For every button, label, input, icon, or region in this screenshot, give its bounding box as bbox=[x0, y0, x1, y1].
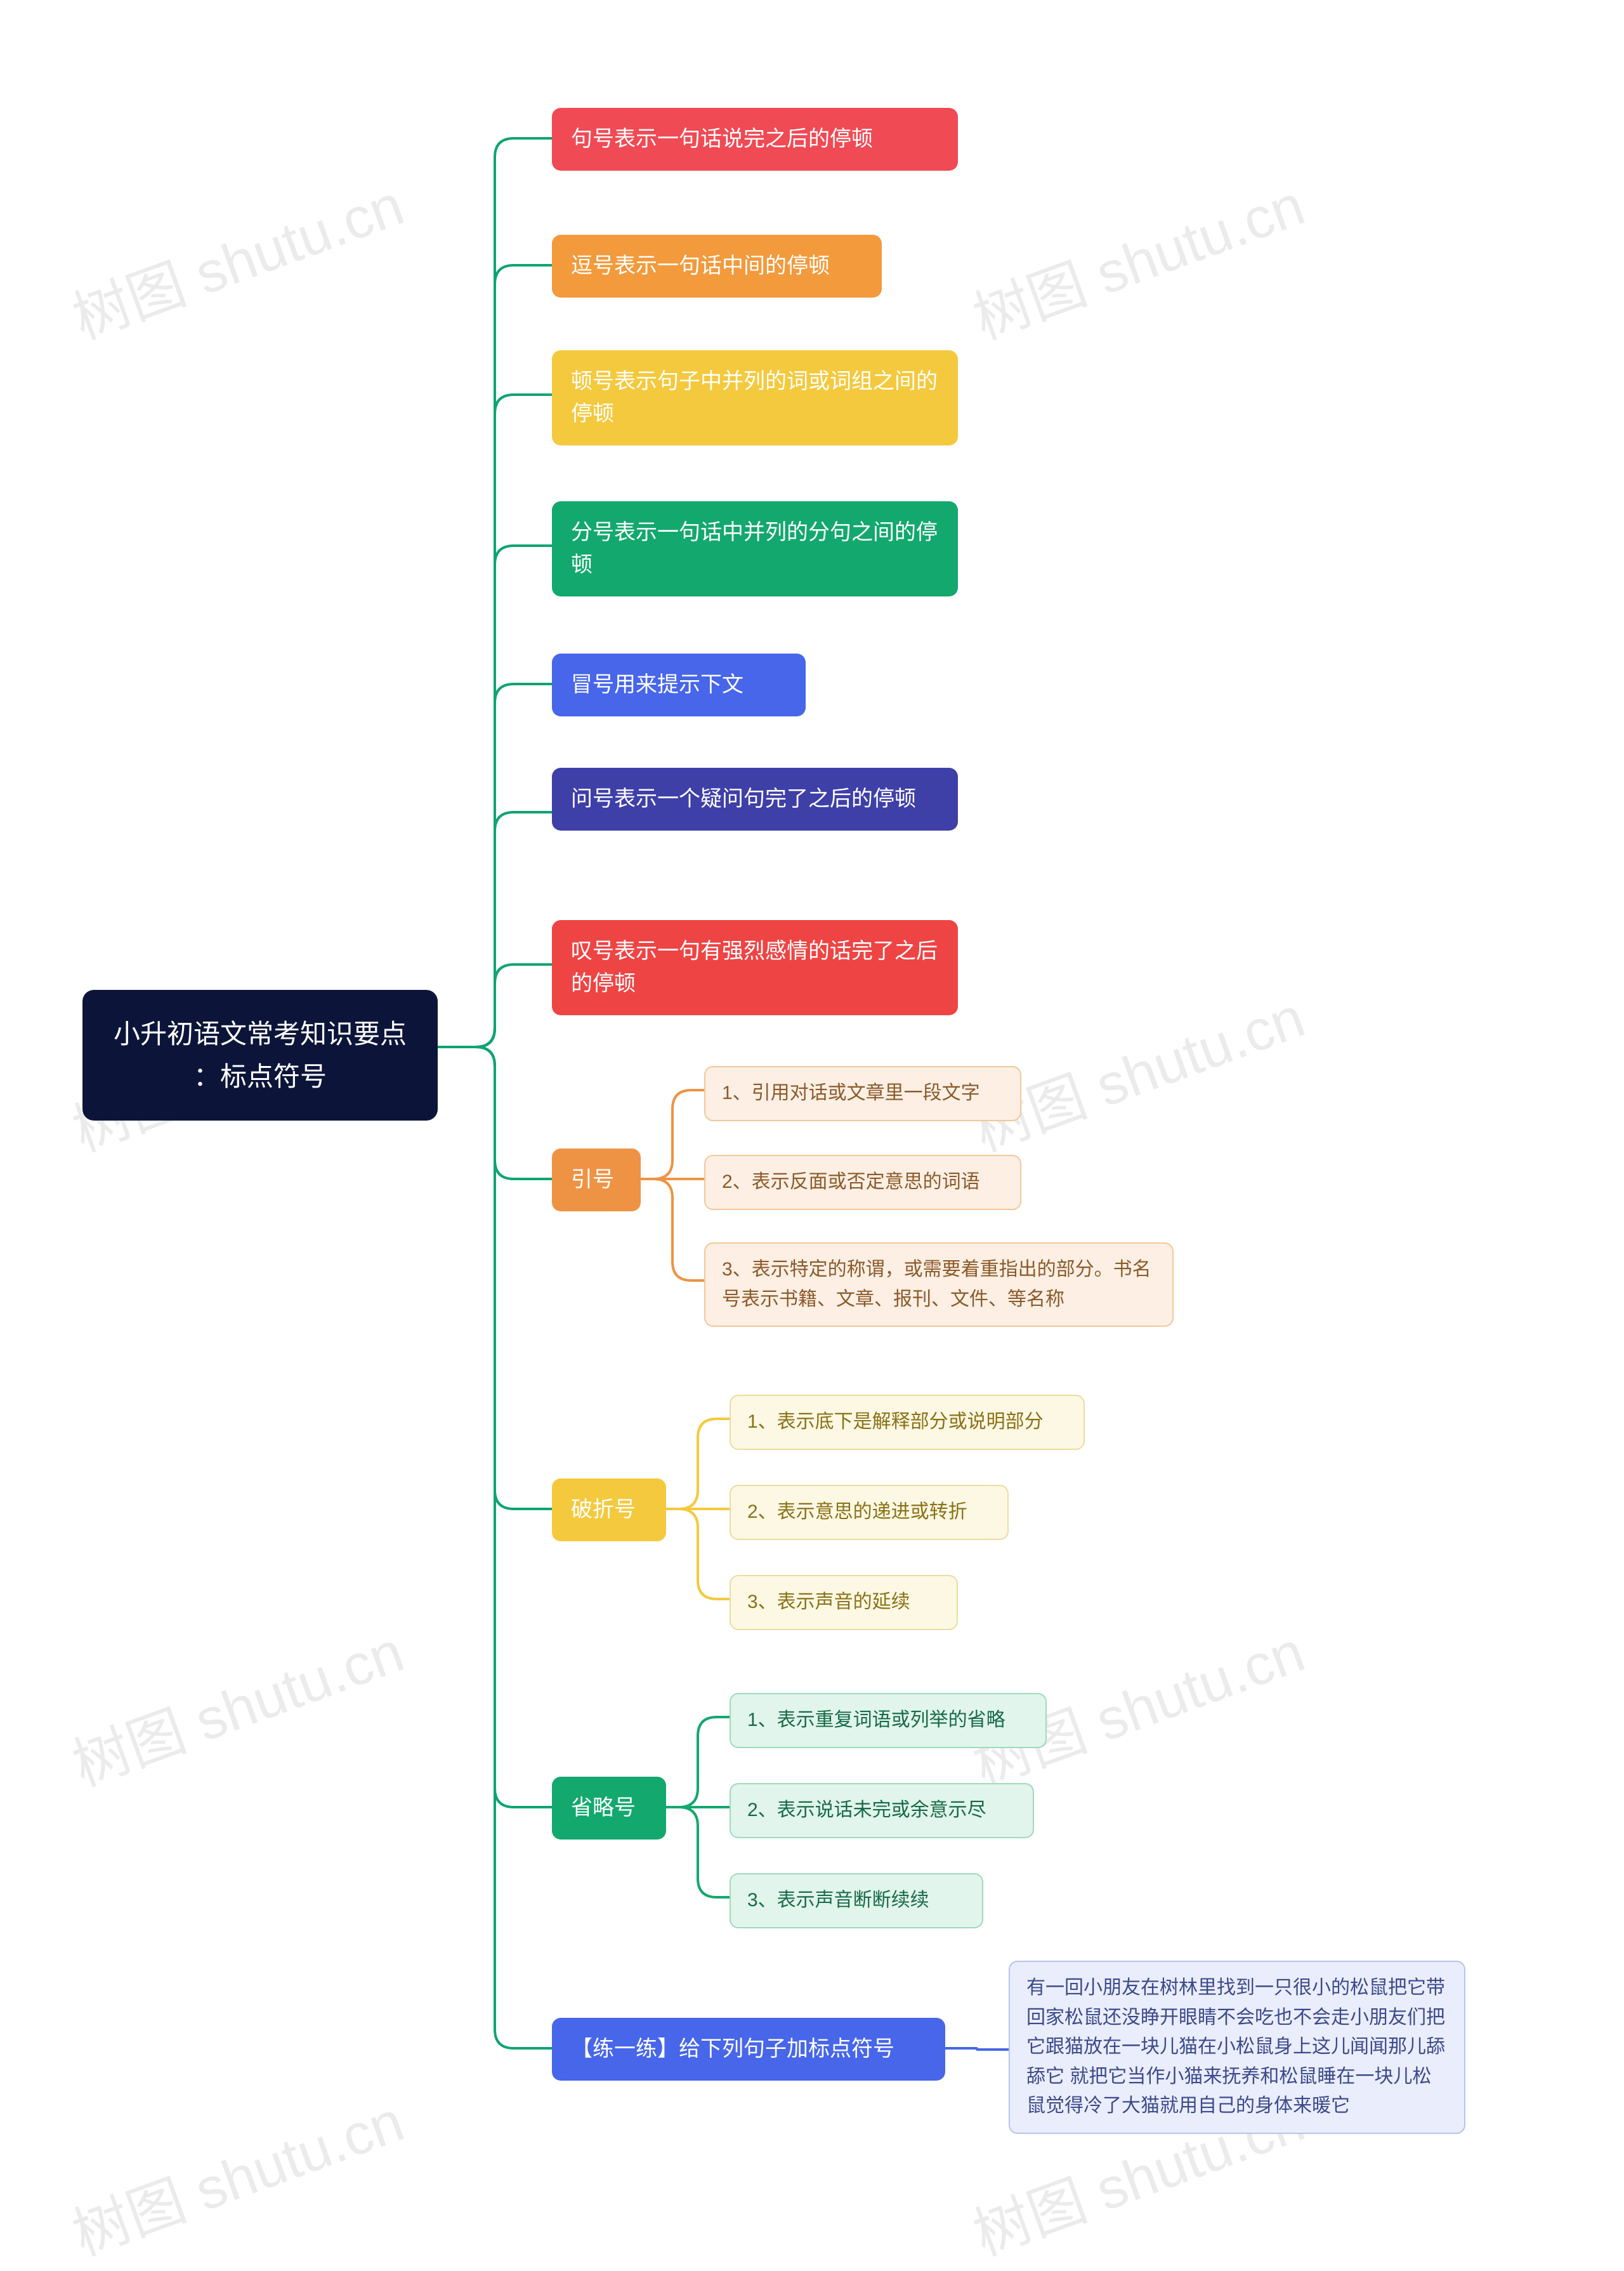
leaf-node: 1、引用对话或文章里一段文字 bbox=[704, 1066, 1021, 1121]
leaf-node: 2、表示反面或否定意思的词语 bbox=[704, 1155, 1021, 1210]
watermark: 树图 shutu.cn bbox=[60, 2076, 413, 2271]
leaf-node: 2、表示说话未完或余意示尽 bbox=[730, 1783, 1034, 1838]
watermark: 树图 shutu.cn bbox=[60, 1606, 413, 1802]
leaf-node: 3、表示特定的称谓，或需要着重指出的部分。书名号表示书籍、文章、报刊、文件、等名… bbox=[704, 1242, 1174, 1327]
branch-node-exercise: 【练一练】给下列句子加标点符号 bbox=[552, 2018, 945, 2081]
root-title-line: 小升初语文常考知识要点 bbox=[104, 1013, 416, 1055]
branch-node-semicolon: 分号表示一句话中并列的分句之间的停顿 bbox=[552, 501, 958, 596]
mindmap-canvas: 树图 shutu.cn树图 shutu.cn树图 shutu.cn树图 shut… bbox=[0, 0, 1624, 2177]
leaf-node: 1、表示底下是解释部分或说明部分 bbox=[730, 1395, 1085, 1450]
branch-node-colon: 冒号用来提示下文 bbox=[552, 654, 806, 716]
branch-node-quote: 引号 bbox=[552, 1149, 641, 1211]
watermark: 树图 shutu.cn bbox=[60, 159, 413, 355]
branch-node-comma: 逗号表示一句话中间的停顿 bbox=[552, 235, 882, 298]
branch-node-period: 句号表示一句话说完之后的停顿 bbox=[552, 108, 958, 171]
leaf-node: 3、表示声音的延续 bbox=[730, 1575, 958, 1630]
leaf-node: 有一回小朋友在树林里找到一只很小的松鼠把它带回家松鼠还没睁开眼睛不会吃也不会走小… bbox=[1009, 1961, 1465, 2134]
branch-node-dash: 破折号 bbox=[552, 1478, 666, 1541]
branch-node-dunhao: 顿号表示句子中并列的词或词组之间的停顿 bbox=[552, 350, 958, 445]
watermark: 树图 shutu.cn bbox=[960, 159, 1314, 355]
leaf-node: 2、表示意思的递进或转折 bbox=[730, 1485, 1009, 1540]
leaf-node: 3、表示声音断断续续 bbox=[730, 1873, 983, 1928]
branch-node-exclaim: 叹号表示一句有强烈感情的话完了之后的停顿 bbox=[552, 920, 958, 1015]
branch-node-ellipsis: 省略号 bbox=[552, 1777, 666, 1840]
root-title-line: ：标点符号 bbox=[104, 1055, 416, 1098]
root-node: 小升初语文常考知识要点：标点符号 bbox=[82, 990, 438, 1121]
branch-node-question: 问号表示一个疑问句完了之后的停顿 bbox=[552, 768, 958, 831]
leaf-node: 1、表示重复词语或列举的省略 bbox=[730, 1693, 1047, 1748]
